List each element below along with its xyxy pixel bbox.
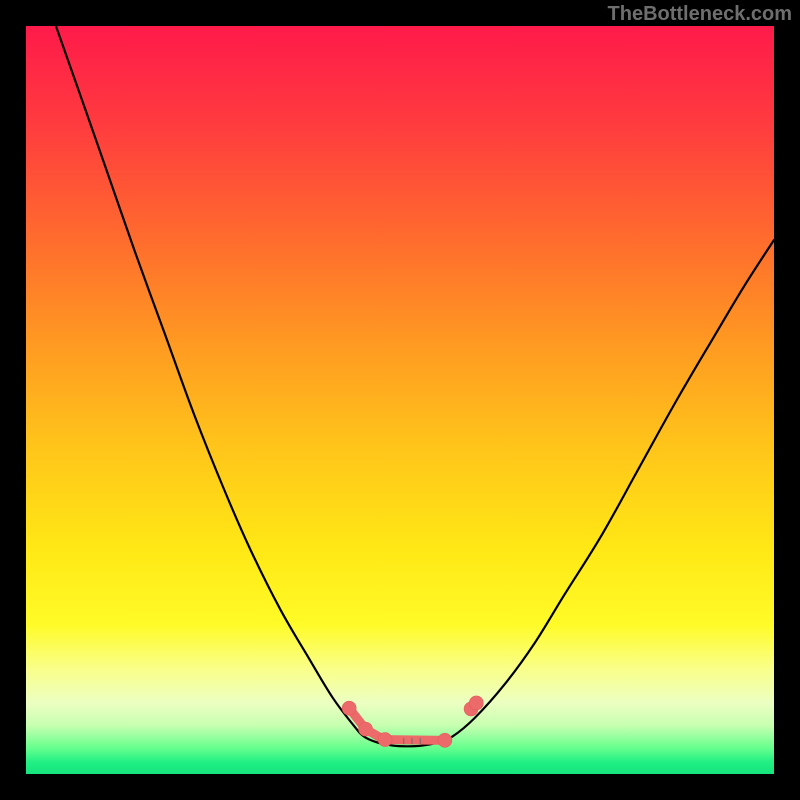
chart-plot-area [26,26,774,774]
valley-marker-cap [378,733,392,747]
watermark-text: TheBottleneck.com [608,3,792,26]
valley-marker-cap [342,701,356,715]
valley-marker-cap [438,733,452,747]
valley-marker-segment [385,740,445,741]
curve-layer [26,26,774,774]
valley-marker-cap [469,696,483,710]
bottleneck-curve [56,26,774,746]
